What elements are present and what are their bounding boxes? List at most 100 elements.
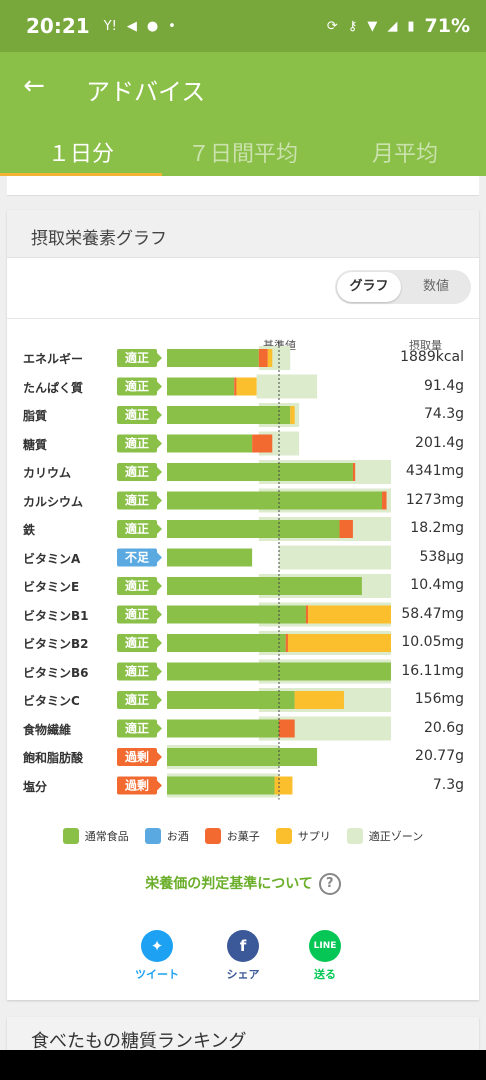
legend-swatch-normal bbox=[62, 828, 79, 844]
status-badge: 適正 bbox=[125, 493, 149, 508]
status-bar: 20:21 Y! ◀ ● • ⟳ ⚷ ▼ ◢ ▮ 71% bbox=[0, 0, 486, 52]
bar-snack bbox=[258, 349, 268, 367]
bar-supplement bbox=[294, 691, 344, 709]
nutrient-intake-value: 74.3g bbox=[423, 406, 464, 422]
battery-level: 71% bbox=[424, 15, 470, 37]
help-icon[interactable]: ? bbox=[318, 873, 341, 895]
nutrient-intake-value: 16.11mg bbox=[401, 662, 464, 679]
nutrient-name: ビタミンA bbox=[23, 551, 81, 566]
status-badge-pointer bbox=[157, 780, 162, 791]
nutrient-intake-value: 201.4g bbox=[415, 434, 464, 451]
bar-normal bbox=[167, 349, 259, 367]
status-badge-pointer bbox=[157, 410, 162, 420]
bar-normal bbox=[167, 406, 291, 424]
criteria-link-label[interactable]: 栄養価の判定基準について bbox=[145, 876, 313, 892]
tweet-label: ツイート bbox=[135, 968, 179, 981]
bar-snack bbox=[252, 434, 273, 453]
legend-label: 適正ゾーン bbox=[368, 830, 424, 843]
status-badge-pointer bbox=[157, 353, 162, 363]
status-badge-bg bbox=[117, 776, 157, 795]
legend-label: サプリ bbox=[297, 830, 331, 843]
nutrient-intake-value: 10.4mg bbox=[410, 577, 464, 593]
bar-normal bbox=[167, 491, 383, 510]
nutrient-intake-value: 58.47mg bbox=[401, 605, 464, 622]
status-badge-pointer bbox=[157, 752, 162, 762]
toggle-values[interactable]: 数値 bbox=[422, 279, 449, 294]
bar-snack bbox=[305, 605, 309, 624]
bar-supplement bbox=[236, 377, 257, 396]
tab-monthly-average[interactable]: 月平均 bbox=[371, 142, 438, 167]
status-badge-bg bbox=[117, 520, 157, 538]
divider bbox=[7, 318, 479, 319]
nutrient-name: カルシウム bbox=[23, 494, 84, 509]
nutrient-name: 食物繊維 bbox=[23, 722, 72, 737]
legend-label: お酒 bbox=[166, 830, 189, 843]
criteria-link[interactable]: 栄養価の判定基準について? bbox=[7, 873, 479, 895]
nutrient-name: ビタミンB1 bbox=[23, 608, 89, 623]
bar-normal bbox=[167, 463, 353, 481]
dot-icon: • bbox=[168, 18, 176, 34]
status-badge-pointer bbox=[157, 381, 162, 392]
tweet-button[interactable]: ✦ ツイート bbox=[122, 930, 192, 982]
status-badge: 適正 bbox=[125, 578, 149, 593]
nutrient-intake-value: 18.2mg bbox=[410, 520, 464, 536]
card-title: 摂取栄養素グラフ bbox=[7, 210, 479, 258]
status-badge-bg bbox=[117, 577, 157, 595]
status-badge: 適正 bbox=[125, 692, 149, 707]
tab-one-day[interactable]: １日分 bbox=[0, 124, 162, 176]
nutrient-name: 糖質 bbox=[23, 437, 48, 452]
status-badge: 適正 bbox=[125, 664, 149, 679]
status-badge: 適正 bbox=[125, 607, 149, 622]
status-badge-bg bbox=[117, 691, 157, 709]
zone-band bbox=[256, 374, 318, 399]
bar-normal bbox=[167, 691, 295, 709]
bar-supplement bbox=[287, 634, 391, 652]
toggle-graph[interactable]: グラフ bbox=[337, 272, 401, 302]
bar-supplement bbox=[308, 605, 391, 624]
bar-snack bbox=[285, 634, 288, 652]
status-badge-bg bbox=[117, 719, 157, 738]
status-badge-bg bbox=[117, 463, 157, 481]
view-toggle: グラフ 数値 bbox=[335, 270, 471, 304]
status-badge: 適正 bbox=[125, 464, 149, 479]
legend: 通常食品 お酒 お菓子 サプリ 適正ゾーン bbox=[7, 828, 479, 844]
status-badge: 適正 bbox=[125, 407, 149, 422]
legend-swatch-supplement bbox=[275, 828, 292, 844]
back-arrow-icon[interactable]: ← bbox=[23, 71, 45, 101]
status-badge-bg bbox=[117, 491, 157, 510]
status-time: 20:21 bbox=[26, 14, 90, 38]
tab-seven-day-average[interactable]: ７日間平均 bbox=[187, 142, 298, 167]
facebook-share-button[interactable]: f シェア bbox=[208, 930, 278, 982]
status-badge-bg bbox=[117, 634, 157, 652]
signal-icon: ◢ bbox=[387, 18, 398, 34]
status-badge: 過剰 bbox=[124, 778, 149, 793]
status-badge-bg bbox=[117, 662, 157, 681]
twitter-icon: ✦ bbox=[141, 930, 173, 962]
zone-band bbox=[279, 545, 391, 570]
status-badge-bg bbox=[117, 349, 157, 367]
legend-item: 通常食品 bbox=[62, 828, 129, 844]
nutrient-intake-value: 20.77g bbox=[415, 748, 464, 764]
bar-normal bbox=[167, 577, 362, 595]
status-badge-bg bbox=[117, 548, 157, 567]
bar-normal bbox=[167, 776, 275, 795]
nutrient-intake-value: 1889kcal bbox=[400, 349, 464, 365]
nutrient-intake-value: 1273mg bbox=[405, 491, 464, 508]
nutrient-intake-value: 7.3g bbox=[432, 776, 464, 793]
status-badge-bg bbox=[117, 406, 157, 424]
legend-swatch-alcohol bbox=[144, 828, 161, 844]
bar-normal bbox=[167, 548, 253, 567]
bar-snack bbox=[234, 377, 237, 396]
status-badge-pointer bbox=[157, 609, 162, 620]
bar-snack bbox=[382, 491, 387, 510]
legend-item: 適正ゾーン bbox=[346, 828, 424, 844]
bar-normal bbox=[167, 434, 253, 453]
line-send-button[interactable]: LINE 送る bbox=[290, 930, 360, 982]
bar-snack bbox=[352, 463, 356, 481]
nutrient-intake-value: 10.05mg bbox=[401, 634, 464, 650]
status-badge-pointer bbox=[157, 524, 162, 534]
nutrient-graph-card: 摂取栄養素グラフ グラフ 数値 基準値 摂取量 適正 適正 適正 適正 適正 適正 適正 不足… bbox=[7, 210, 479, 1000]
app-bar: ← アドバイス １日分 ７日間平均 月平均 bbox=[0, 52, 486, 176]
status-badge: 適正 bbox=[125, 521, 149, 536]
